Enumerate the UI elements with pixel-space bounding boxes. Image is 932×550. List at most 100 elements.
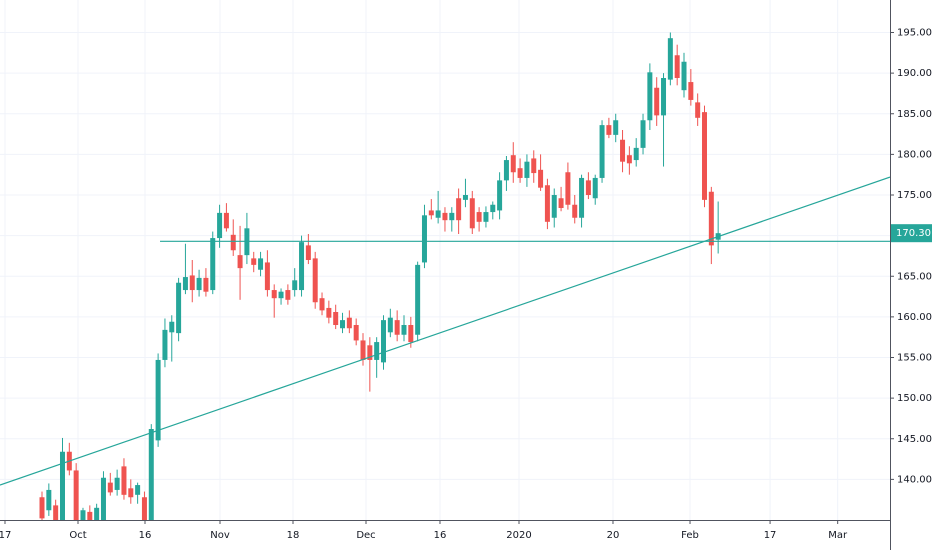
candle-body [230, 234, 236, 251]
x-tick-label: Dec [356, 530, 375, 541]
grid [0, 0, 890, 520]
candle-body [421, 215, 427, 263]
candle-body [148, 429, 154, 520]
candle-body [182, 277, 188, 291]
last-price-label: 170.30 [896, 228, 931, 239]
candle-body [80, 510, 86, 520]
candle-body [299, 242, 305, 291]
candle-body [428, 210, 434, 216]
y-tick-label: 180.00 [897, 149, 932, 160]
candle-body [517, 168, 523, 178]
x-tick-label: Feb [681, 530, 699, 541]
plot-area [0, 32, 890, 520]
candle-body [285, 290, 291, 300]
candle-body [408, 325, 414, 343]
candle-body [189, 275, 195, 291]
candle-body [633, 147, 639, 161]
candle-body [667, 38, 673, 80]
candle-body [531, 158, 537, 174]
candle-body [674, 55, 680, 78]
x-tick-label: 17 [764, 530, 777, 541]
candle-body [278, 291, 284, 299]
axes: 140.00 145.00 150.00 155.00 160.00 165.00 170.… [0, 28, 932, 541]
candle-body [592, 177, 598, 199]
candle-body [544, 185, 550, 222]
candle-body [585, 180, 591, 195]
candle-body [558, 198, 564, 208]
candle-body [708, 191, 714, 246]
candle-body [538, 169, 544, 188]
candle-body [353, 325, 359, 341]
candle-body [258, 258, 264, 270]
candle-body [374, 342, 380, 360]
candle-body [114, 477, 120, 490]
candle-body [387, 317, 393, 333]
candle-body [606, 125, 612, 135]
y-tick-label: 175.00 [897, 190, 932, 201]
candle-body [176, 282, 182, 334]
candle-body [647, 72, 653, 121]
candle-body [271, 290, 277, 299]
candle-body [121, 466, 127, 495]
candle-body [141, 497, 147, 520]
candle-body [292, 280, 298, 291]
x-tick-label: Nov [210, 530, 230, 541]
candle-body [223, 212, 229, 229]
candle-body [572, 204, 578, 218]
candle-body [661, 78, 667, 116]
candle-body [367, 345, 373, 360]
y-tick-label: 140.00 [897, 474, 932, 485]
candle-body [415, 264, 421, 335]
candle-body [380, 320, 386, 363]
candle-body [135, 485, 141, 495]
y-tick-label: 160.00 [897, 312, 932, 323]
x-tick-label: 16 [139, 530, 152, 541]
candle-body [87, 511, 93, 520]
candle-body [695, 102, 701, 118]
candle-body [599, 125, 605, 178]
x-tick-label: 2020 [506, 530, 531, 541]
candle-body [462, 195, 468, 200]
candle-body [217, 212, 223, 239]
last-price-box [891, 224, 932, 243]
candle-body [319, 298, 325, 311]
candle-body [503, 160, 509, 181]
candle-body [456, 198, 462, 221]
candle-body [476, 212, 482, 222]
candle-body [333, 312, 339, 325]
candle-body [162, 329, 168, 360]
x-tick-label: 17 [0, 530, 11, 541]
candle-body [53, 505, 59, 520]
candle-body [702, 112, 708, 200]
candle-body [169, 321, 175, 333]
candle-body [579, 177, 585, 218]
y-tick-label: 165.00 [897, 271, 932, 282]
candle-body [312, 258, 318, 303]
candle-body [620, 139, 626, 162]
candle-body [203, 277, 209, 292]
y-tick-label: 145.00 [897, 434, 932, 445]
candle-body [340, 320, 346, 329]
candle-body [73, 470, 79, 520]
candle-body [264, 262, 270, 291]
candle-body [524, 161, 530, 178]
candle-body [654, 87, 660, 116]
candle-body [237, 255, 243, 269]
candle-body [681, 61, 687, 91]
candle-body [435, 210, 441, 218]
candle-body [483, 212, 489, 222]
x-tick-label: 20 [607, 530, 620, 541]
candle-body [469, 198, 475, 229]
y-tick-label: 190.00 [897, 68, 932, 79]
x-tick-label: Mar [828, 530, 848, 541]
candle-body [346, 317, 352, 329]
trend-line [0, 176, 890, 486]
y-tick-label: 195.00 [897, 28, 932, 39]
candle-body [640, 120, 646, 148]
candle-body [688, 82, 694, 100]
candle-body [305, 245, 311, 260]
candle-body [128, 488, 134, 498]
candle-body [510, 155, 516, 173]
